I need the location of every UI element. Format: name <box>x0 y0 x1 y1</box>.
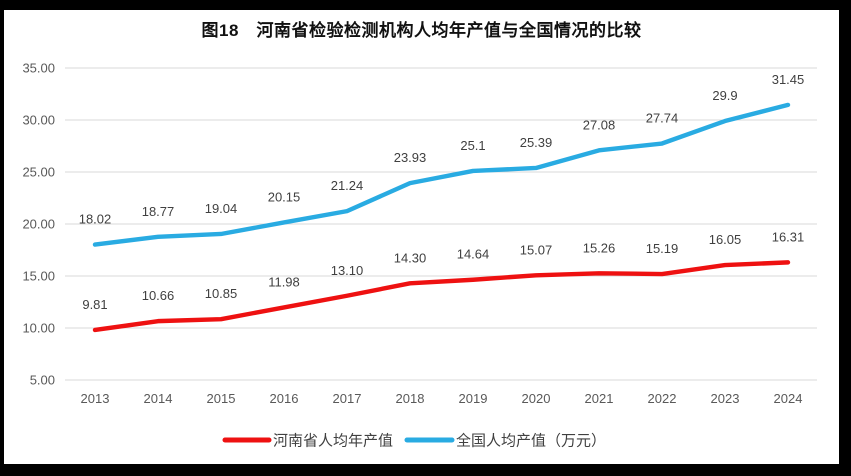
data-label-henan: 16.31 <box>772 229 805 244</box>
data-label-national: 18.77 <box>142 204 175 219</box>
series-line-national <box>92 102 791 247</box>
x-axis-tick-label: 2023 <box>711 391 740 406</box>
chart-title: 图18 河南省检验检测机构人均年产值与全国情况的比较 <box>201 21 642 40</box>
x-axis-tick-label: 2018 <box>396 391 425 406</box>
data-label-henan: 15.07 <box>520 242 553 257</box>
legend-label-henan: 河南省人均年产值 <box>273 433 393 450</box>
x-axis-tick-label: 2020 <box>522 391 551 406</box>
x-axis-tick-label: 2016 <box>270 391 299 406</box>
data-label-henan: 15.19 <box>646 241 679 256</box>
y-axis-tick-label: 10.00 <box>22 321 55 336</box>
y-axis-tick-label: 20.00 <box>22 217 55 232</box>
data-label-national: 25.1 <box>460 138 485 153</box>
series-line-henan <box>92 260 791 333</box>
data-label-henan: 10.85 <box>205 286 238 301</box>
x-axis-tick-label: 2017 <box>333 391 362 406</box>
y-axis-tick-label: 35.00 <box>22 61 55 76</box>
data-label-national: 18.02 <box>79 212 112 227</box>
data-label-national: 27.08 <box>583 117 616 132</box>
data-label-henan: 13.10 <box>331 263 364 278</box>
data-label-national: 25.39 <box>520 135 553 150</box>
data-label-national: 21.24 <box>331 178 364 193</box>
legend-label-national: 全国人均产值（万元） <box>456 432 606 450</box>
data-label-henan: 11.98 <box>268 274 300 289</box>
y-axis-tick-label: 25.00 <box>22 165 55 180</box>
x-axis-tick-label: 2014 <box>144 391 173 406</box>
x-axis-tick-label: 2015 <box>207 391 236 406</box>
x-axis-tick-label: 2013 <box>81 391 110 406</box>
x-axis-tick-label: 2021 <box>585 391 614 406</box>
data-label-henan: 16.05 <box>709 232 742 247</box>
data-label-henan: 14.64 <box>457 247 490 262</box>
data-label-henan: 10.66 <box>142 288 175 303</box>
x-axis-tick-label: 2022 <box>648 391 677 406</box>
data-label-national: 27.74 <box>646 111 679 126</box>
x-axis-tick-label: 2024 <box>774 391 803 406</box>
data-label-national: 23.93 <box>394 150 427 165</box>
data-label-henan: 15.26 <box>583 240 616 255</box>
y-axis-tick-label: 5.00 <box>30 373 55 388</box>
data-label-national: 19.04 <box>205 201 238 216</box>
x-axis-tick-label: 2019 <box>459 391 488 406</box>
data-label-national: 20.15 <box>268 189 301 204</box>
data-label-national: 31.45 <box>772 72 805 87</box>
y-axis-tick-label: 15.00 <box>22 269 55 284</box>
data-label-national: 29.9 <box>712 88 737 103</box>
y-axis-tick-label: 30.00 <box>22 113 55 128</box>
data-label-henan: 9.81 <box>82 297 107 312</box>
data-label-henan: 14.30 <box>394 250 427 265</box>
